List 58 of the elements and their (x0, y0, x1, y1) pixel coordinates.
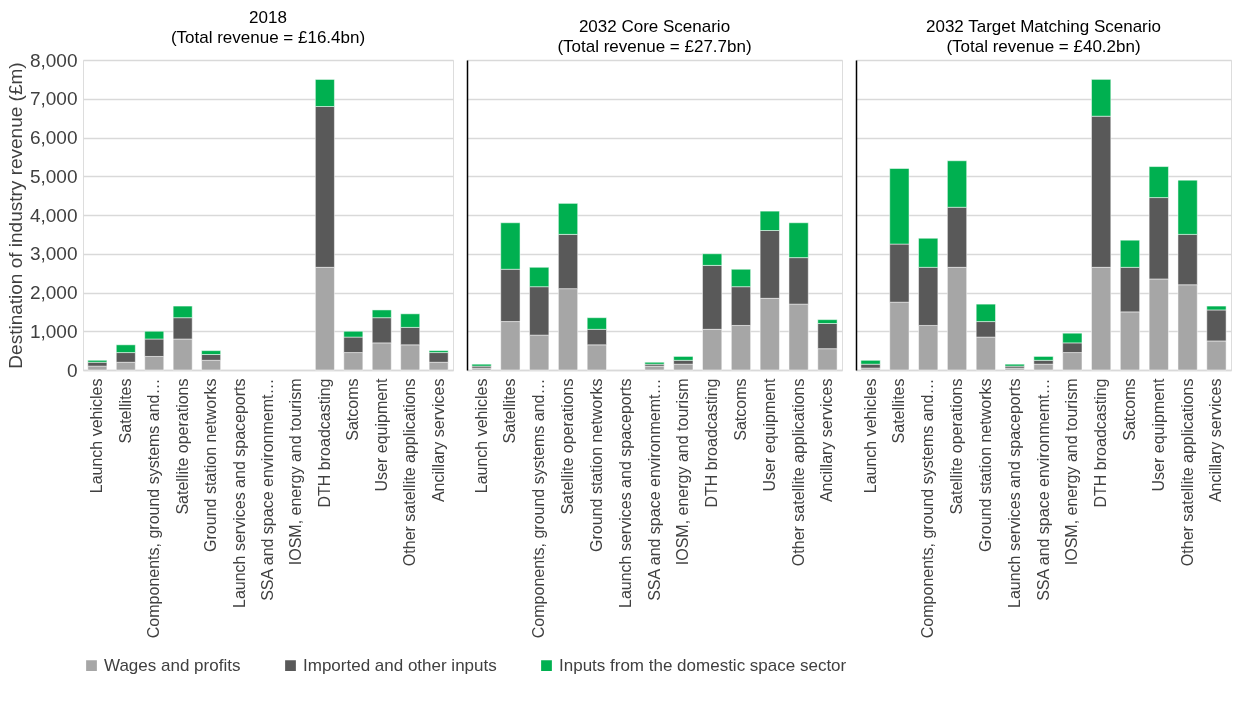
x-tick-label: Components, ground systems and… (530, 378, 548, 639)
x-tick-label: SSA and space environmemt… (259, 378, 276, 601)
x-tick-label: Ground station networks (587, 378, 605, 552)
x-tick-label: User equipment (372, 377, 390, 492)
y-tick-label: 5,000 (29, 165, 78, 187)
x-tick-label: IOSM, energy and tourism (1063, 378, 1081, 566)
x-tick-label: Ground station networks (976, 378, 994, 552)
x-tick-label: Launch services and spaceports (230, 378, 248, 608)
x-tick-label: Launch services and spaceports (616, 378, 634, 608)
x-tick-label: Satellites (116, 378, 134, 444)
x-tick-label: DTH broadcasting (315, 378, 333, 508)
chart-title: 2032 Core Scenario (578, 17, 731, 36)
x-tick-label: DTH broadcasting (1092, 378, 1110, 508)
x-tick-label: Satcoms (344, 378, 362, 441)
legend-label: Inputs from the domestic space sector (559, 655, 847, 675)
x-tick-label: Components, ground systems and… (145, 378, 163, 639)
x-tick-label: Satellites (501, 378, 519, 444)
x-tick-label: Satellite operations (173, 378, 191, 515)
x-tick-label: SSA and space environmemt… (645, 378, 663, 601)
x-tick-label: Launch services and spaceports (1005, 378, 1023, 608)
chart-title: 2018 (249, 8, 287, 27)
x-tick-label: Ancillary services (818, 378, 836, 503)
y-tick-label: 8,000 (29, 49, 78, 71)
x-tick-label: Launch vehicles (472, 378, 490, 494)
x-tick-label: Other satellite applications (401, 378, 419, 567)
y-tick-label: 6,000 (29, 127, 78, 148)
x-tick-label: Components, ground systems and… (919, 378, 937, 639)
x-tick-label: Ancillary services (429, 378, 447, 503)
x-tick-label: Ancillary services (1207, 378, 1225, 503)
y-tick-label: 0 (66, 359, 78, 381)
y-axis-title: Destination of industry revenue (£m) (4, 62, 26, 369)
x-tick-label: IOSM, energy and tourism (674, 378, 692, 566)
legend-label: Imported and other inputs (303, 655, 497, 675)
chart-subtitle: (Total revenue = £27.7bn) (557, 37, 752, 56)
x-tick-label: Launch vehicles (88, 378, 106, 494)
x-tick-label: Other satellite applications (1178, 378, 1196, 567)
x-tick-label: Satellite operations (948, 378, 966, 515)
y-tick-label: 7,000 (29, 88, 78, 110)
chart-subtitle: (Total revenue = £16.4bn) (170, 28, 366, 47)
x-tick-label: Launch vehicles (861, 378, 879, 494)
x-tick-label: SSA and space environmemt… (1034, 378, 1052, 601)
x-tick-label: Other satellite applications (789, 378, 807, 567)
x-tick-label: IOSM, energy and tourism (287, 378, 305, 566)
legend-label: Wages and profits (104, 655, 241, 675)
y-tick-label: 2,000 (29, 282, 78, 303)
x-tick-label: Satellites (890, 378, 908, 444)
y-tick-label: 1,000 (29, 320, 78, 342)
x-tick-label: Satellite operations (559, 378, 577, 515)
x-tick-label: User equipment (1149, 377, 1167, 492)
x-tick-label: User equipment (760, 377, 778, 492)
chart-subtitle: (Total revenue = £40.2bn) (946, 37, 1141, 56)
y-tick-label: 4,000 (29, 204, 78, 226)
x-tick-label: Satcoms (731, 378, 749, 441)
x-tick-label: Ground station networks (202, 378, 220, 552)
y-tick-label: 3,000 (29, 243, 78, 265)
x-tick-label: Satcoms (1120, 378, 1138, 441)
chart-title: 2032 Target Matching Scenario (925, 17, 1162, 36)
x-tick-label: DTH broadcasting (703, 378, 721, 508)
